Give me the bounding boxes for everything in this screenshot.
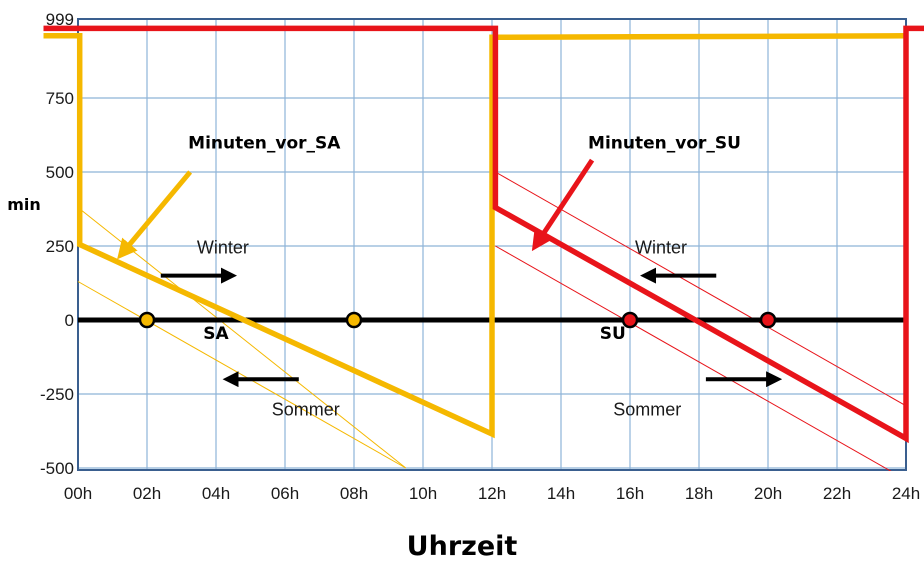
x-tick-label: 00h — [64, 484, 92, 503]
annotation-label: Winter — [635, 237, 687, 257]
arrows — [117, 158, 783, 388]
annotation-label: Sommer — [613, 399, 681, 419]
x-tick-label: 18h — [685, 484, 713, 503]
y-tick-label: -250 — [40, 385, 74, 404]
series-line-sa — [43, 33, 907, 439]
x-tick-label: 20h — [754, 484, 782, 503]
y-tick-label: -500 — [40, 459, 74, 478]
x-tick-label: 04h — [202, 484, 230, 503]
x-tick-label: 12h — [478, 484, 506, 503]
x-axis-title: Uhrzeit — [407, 531, 518, 562]
y-tick-label: 0 — [65, 311, 74, 330]
series-line-su — [43, 25, 924, 444]
markers — [138, 311, 777, 329]
x-tick-label: 16h — [616, 484, 644, 503]
zero-crossing-marker — [759, 311, 777, 329]
x-tick-label: 24h — [892, 484, 920, 503]
y-tick-label: 250 — [46, 237, 74, 256]
season-line — [495, 171, 907, 407]
annotation-label: Winter — [197, 237, 249, 257]
annotation-label: SA — [203, 324, 229, 344]
pointer-arrow — [117, 170, 193, 260]
series-lines — [43, 25, 924, 444]
zero-crossing-marker — [345, 311, 363, 329]
annotation-label: Sommer — [272, 399, 340, 419]
x-tick-label: 14h — [547, 484, 575, 503]
annotations: Minuten_vor_SA Minuten_vor_SU Winter Sommer… — [188, 133, 741, 419]
zero-crossing-marker — [621, 311, 639, 329]
season-line — [495, 245, 892, 471]
x-tick-label: 22h — [823, 484, 851, 503]
y-tick-label: 500 — [46, 163, 74, 182]
x-tick-label: 06h — [271, 484, 299, 503]
annotation-label: Minuten_vor_SU — [588, 133, 741, 153]
annotation-label: SU — [600, 324, 626, 344]
annotation-label: Minuten_vor_SA — [188, 133, 341, 153]
y-tick-label: 999 — [46, 10, 74, 29]
pointer-arrow — [531, 158, 595, 252]
x-tick-label: 08h — [340, 484, 368, 503]
x-tick-label: 02h — [133, 484, 161, 503]
zero-crossing-marker — [138, 311, 156, 329]
season-line — [77, 281, 407, 469]
y-tick-label: 750 — [46, 89, 74, 108]
y-axis-title: min — [7, 195, 41, 214]
x-tick-label: 10h — [409, 484, 437, 503]
axis-labels: 00h 02h 04h 06h 08h 10h 12h 14h 16h 18h 20h 22h 24h -… — [7, 10, 920, 562]
